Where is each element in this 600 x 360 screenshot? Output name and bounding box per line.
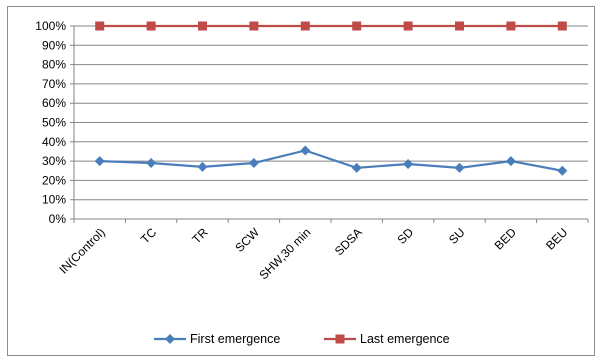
data-point (403, 158, 414, 169)
data-point (557, 21, 567, 31)
data-point (248, 158, 259, 169)
y-tick-label: 40% (42, 135, 66, 149)
y-tick-label: 20% (42, 173, 66, 187)
y-tick-label: 100% (35, 19, 66, 33)
data-point (300, 145, 311, 156)
data-point (351, 162, 362, 173)
axes (70, 25, 589, 223)
gridlines (74, 25, 588, 201)
data-point (300, 21, 310, 31)
legend-item: Last emergence (324, 332, 450, 346)
y-tick-label: 70% (42, 77, 66, 91)
data-point (557, 165, 568, 176)
data-point (94, 156, 105, 167)
data-point (403, 21, 413, 31)
legend-label: First emergence (190, 332, 280, 346)
legend-item: First emergence (154, 332, 280, 346)
data-point (197, 161, 208, 172)
x-tick-label: SHW,30 min (256, 225, 313, 282)
y-tick-label: 0% (49, 212, 67, 226)
data-point (146, 21, 156, 31)
x-tick-label: SCW (232, 225, 262, 255)
data-point (249, 21, 259, 31)
series-last-emergence (95, 21, 567, 31)
data-point (95, 21, 105, 31)
y-tick-label: 50% (42, 116, 66, 130)
line-chart: 0% 10% 20% 30% 40% 50% 60% 70% 80% 90% 100% IN(Con… (35, 19, 589, 346)
series-line (99, 149, 563, 172)
data-point (505, 156, 516, 167)
legend-marker (335, 334, 345, 344)
x-tick-label: SU (446, 225, 468, 247)
x-tick-label: TR (189, 225, 210, 246)
data-point (455, 21, 464, 31)
x-tick-label: IN(Control) (56, 225, 107, 276)
y-tick-label: 80% (42, 58, 66, 72)
x-tick-label: SD (395, 225, 417, 247)
x-tick-label: SDSA (332, 225, 365, 258)
x-tick-label: TC (138, 225, 159, 246)
x-tick-label: BED (492, 225, 520, 253)
data-point (146, 158, 157, 169)
data-point (198, 21, 207, 31)
series-first-emergence (94, 145, 568, 176)
chart-frame: 0% 10% 20% 30% 40% 50% 60% 70% 80% 90% 100% IN(Con… (7, 6, 595, 356)
x-tick-label: BEU (543, 225, 570, 252)
y-tick-label: 10% (42, 193, 66, 207)
legend-marker (165, 334, 175, 344)
data-point (506, 21, 516, 31)
data-point (454, 162, 465, 173)
legend: First emergence Last emergence (154, 332, 450, 346)
legend-label: Last emergence (360, 332, 450, 346)
y-tick-label: 60% (42, 96, 66, 110)
series (94, 21, 568, 176)
data-point (352, 21, 362, 31)
y-tick-label: 30% (42, 154, 66, 168)
y-tick-label: 90% (42, 38, 66, 52)
y-tick-labels: 0% 10% 20% 30% 40% 50% 60% 70% 80% 90% 100% (35, 19, 66, 226)
